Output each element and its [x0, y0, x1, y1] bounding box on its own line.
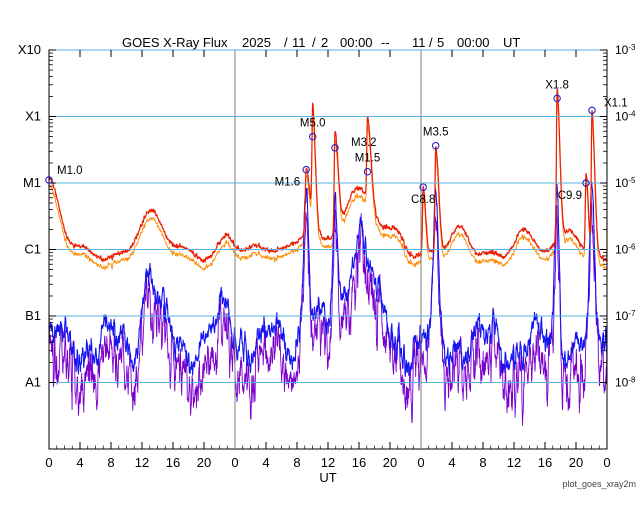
svg-text:plot_goes_xray2m: plot_goes_xray2m — [562, 479, 636, 489]
svg-text:M5.0: M5.0 — [300, 118, 326, 130]
svg-text:20: 20 — [383, 455, 397, 470]
svg-text:M3.2: M3.2 — [351, 137, 377, 149]
svg-text:4: 4 — [76, 455, 83, 470]
svg-text:M1.6: M1.6 — [275, 177, 301, 189]
svg-text:12: 12 — [507, 455, 521, 470]
svg-text:X10: X10 — [18, 42, 41, 57]
svg-text:X1.8: X1.8 — [545, 79, 569, 91]
svg-text:UT: UT — [319, 470, 336, 485]
svg-text:M1.0: M1.0 — [57, 165, 83, 177]
svg-text:0: 0 — [417, 455, 424, 470]
svg-text:X1: X1 — [25, 109, 41, 124]
svg-text:16: 16 — [538, 455, 552, 470]
svg-text:0: 0 — [45, 455, 52, 470]
svg-text:M1.5: M1.5 — [355, 153, 381, 165]
svg-text:C8.8: C8.8 — [411, 194, 435, 206]
svg-text:0: 0 — [231, 455, 238, 470]
svg-text:12: 12 — [321, 455, 335, 470]
svg-text:0: 0 — [603, 455, 610, 470]
svg-text:C1: C1 — [24, 242, 41, 257]
svg-text:20: 20 — [197, 455, 211, 470]
svg-text:8: 8 — [479, 455, 486, 470]
svg-text:8: 8 — [107, 455, 114, 470]
svg-text:A1: A1 — [25, 375, 41, 390]
svg-text:4: 4 — [262, 455, 269, 470]
svg-text:M3.5: M3.5 — [423, 127, 449, 139]
svg-text:B1: B1 — [25, 308, 41, 323]
svg-text:12: 12 — [135, 455, 149, 470]
svg-text:20: 20 — [569, 455, 583, 470]
svg-text:16: 16 — [352, 455, 366, 470]
svg-text:4: 4 — [448, 455, 455, 470]
svg-text:X1.1: X1.1 — [604, 97, 628, 109]
svg-text:M1: M1 — [23, 175, 41, 190]
svg-text:16: 16 — [166, 455, 180, 470]
svg-text:C9.9: C9.9 — [558, 190, 582, 202]
svg-text:8: 8 — [293, 455, 300, 470]
